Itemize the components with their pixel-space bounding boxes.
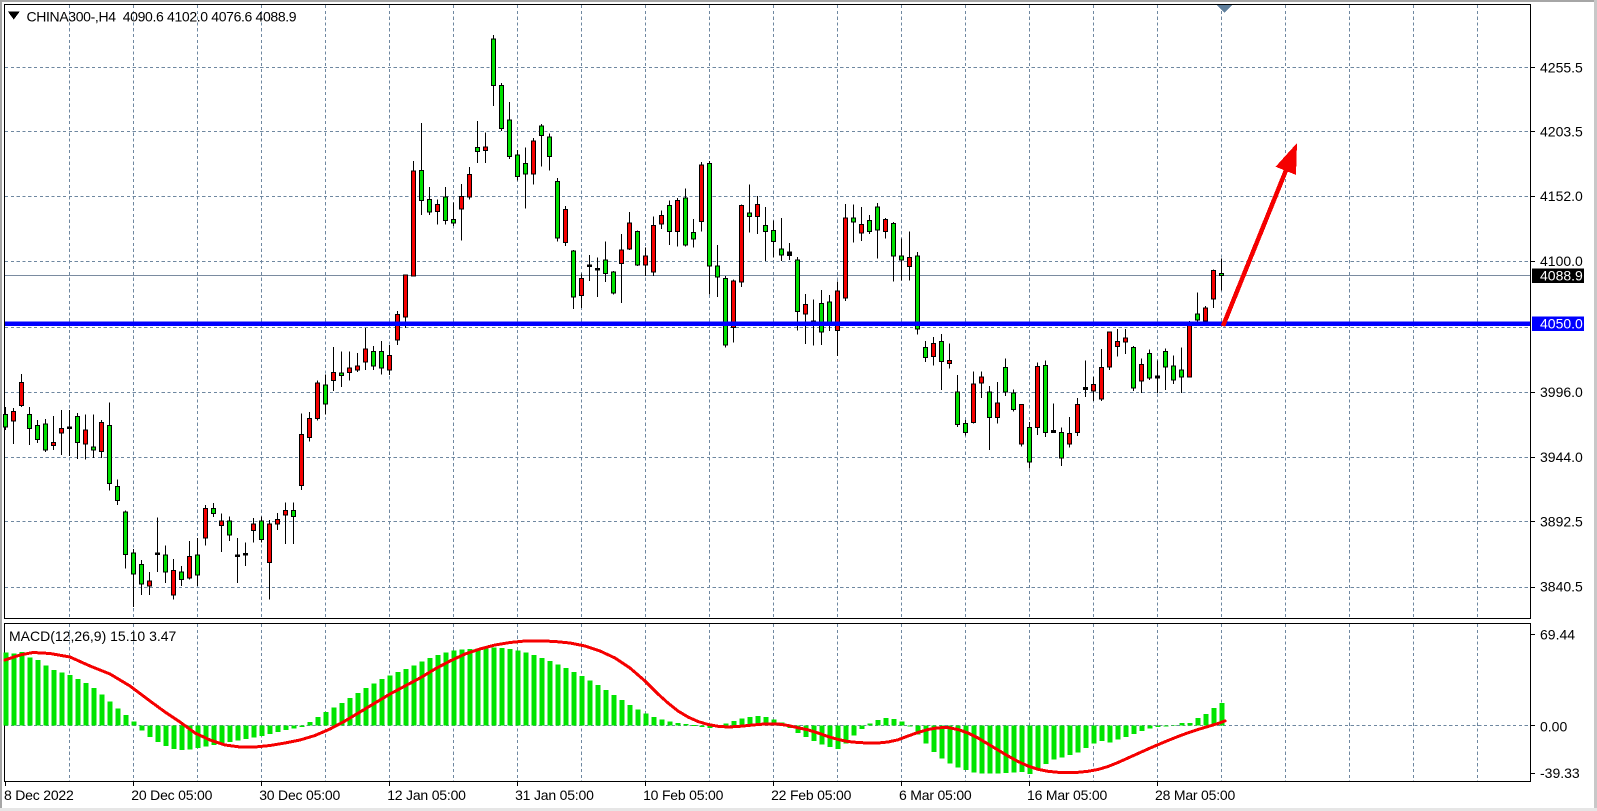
svg-text:CHINA300-,H4 4090.6 4102.0 40: CHINA300-,H4 4090.6 4102.0 4076.6 4088.9 bbox=[27, 9, 297, 25]
svg-text:6 Mar 05:00: 6 Mar 05:00 bbox=[899, 787, 972, 803]
svg-text:3944.0: 3944.0 bbox=[1540, 449, 1583, 465]
svg-text:8 Dec 2022: 8 Dec 2022 bbox=[4, 787, 74, 803]
svg-text:16 Mar 05:00: 16 Mar 05:00 bbox=[1027, 787, 1108, 803]
svg-text:3840.5: 3840.5 bbox=[1540, 579, 1583, 595]
svg-text:20 Dec 05:00: 20 Dec 05:00 bbox=[131, 787, 212, 803]
svg-text:22 Feb 05:00: 22 Feb 05:00 bbox=[771, 787, 852, 803]
svg-text:4100.0: 4100.0 bbox=[1540, 253, 1583, 269]
svg-text:3996.0: 3996.0 bbox=[1540, 384, 1583, 400]
svg-text:4255.5: 4255.5 bbox=[1540, 59, 1583, 75]
svg-text:4152.0: 4152.0 bbox=[1540, 188, 1583, 204]
svg-text:-39.33: -39.33 bbox=[1540, 765, 1580, 781]
svg-text:69.44: 69.44 bbox=[1540, 626, 1575, 642]
svg-text:12 Jan 05:00: 12 Jan 05:00 bbox=[387, 787, 466, 803]
svg-text:3892.5: 3892.5 bbox=[1540, 513, 1583, 529]
svg-text:28 Mar 05:00: 28 Mar 05:00 bbox=[1155, 787, 1236, 803]
svg-text:10 Feb 05:00: 10 Feb 05:00 bbox=[643, 787, 724, 803]
svg-text:31 Jan 05:00: 31 Jan 05:00 bbox=[515, 787, 594, 803]
svg-text:4050.0: 4050.0 bbox=[1540, 316, 1583, 332]
svg-text:30 Dec 05:00: 30 Dec 05:00 bbox=[259, 787, 340, 803]
svg-text:4203.5: 4203.5 bbox=[1540, 123, 1583, 139]
svg-text:4088.9: 4088.9 bbox=[1540, 268, 1583, 284]
svg-text:0.00: 0.00 bbox=[1540, 718, 1567, 734]
svg-text:MACD(12,26,9) 15.10 3.47: MACD(12,26,9) 15.10 3.47 bbox=[9, 628, 177, 644]
